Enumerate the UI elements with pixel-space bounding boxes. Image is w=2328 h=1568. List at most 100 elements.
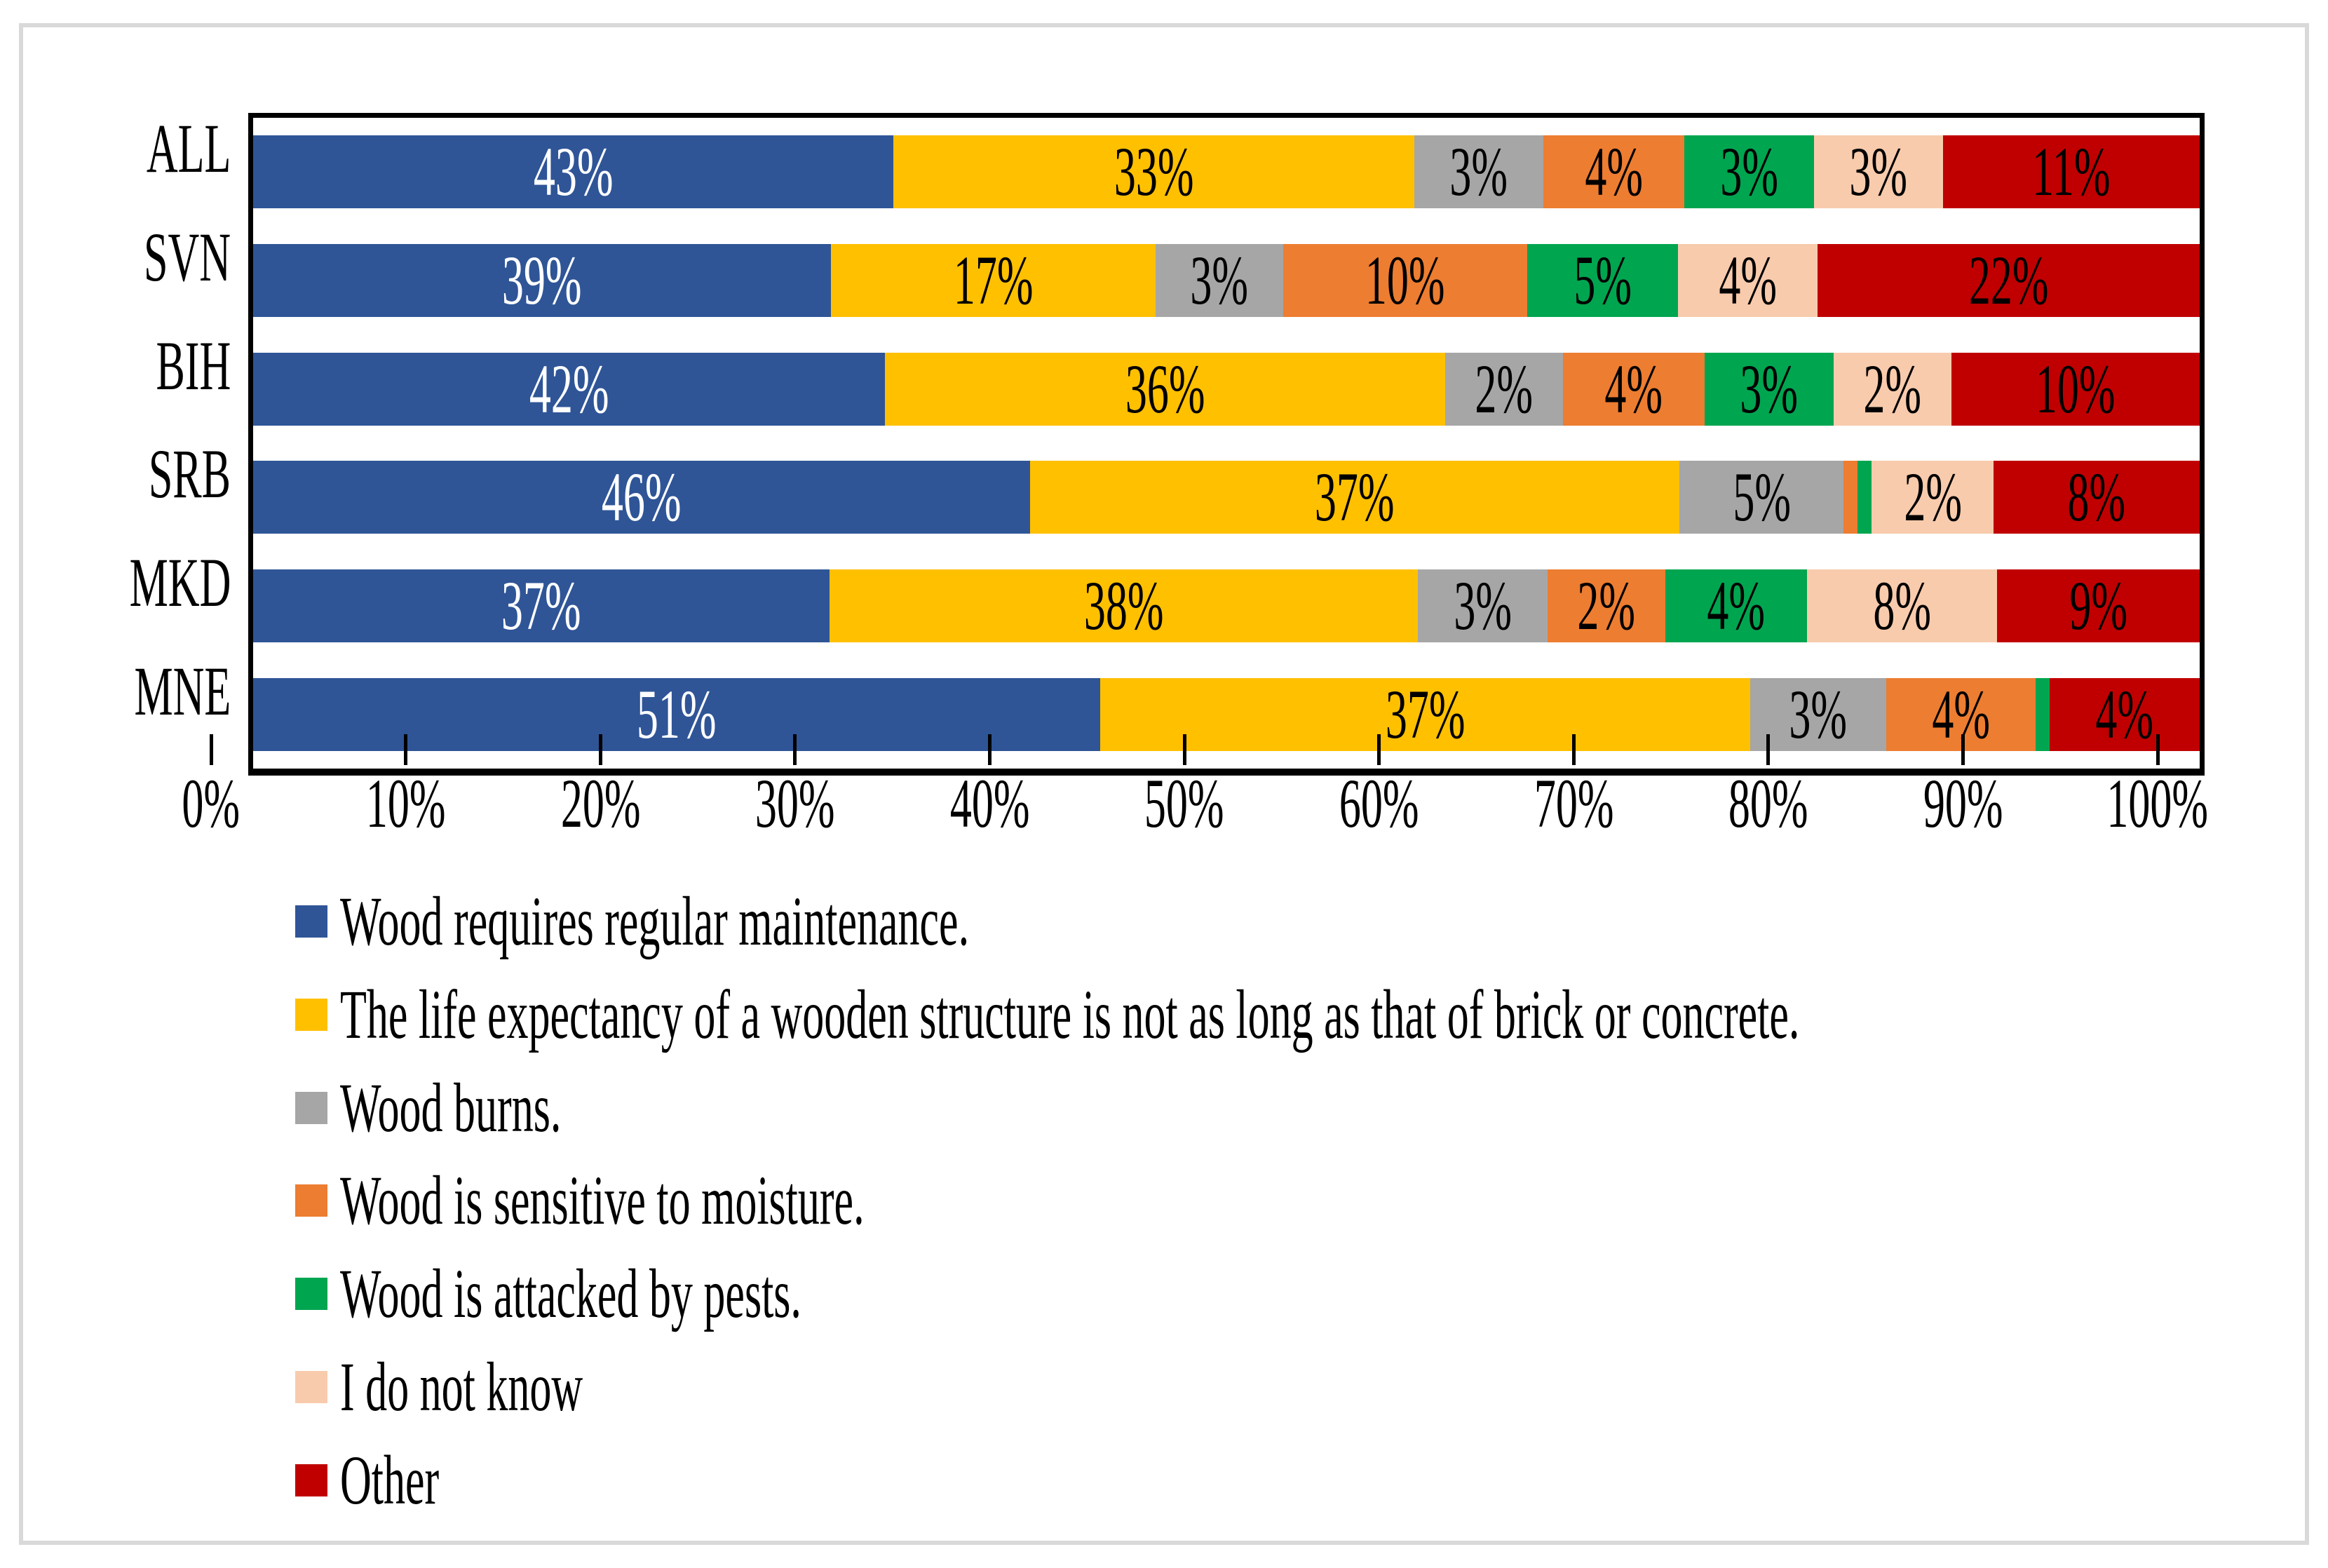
bar-segment-label: 37% xyxy=(1315,458,1395,536)
bar-segment: 2% xyxy=(1834,352,1951,426)
bar-segment: 37% xyxy=(253,567,830,645)
bar-segment-label: 36% xyxy=(1125,349,1205,428)
bar-segment-label: 51% xyxy=(637,675,717,753)
bar-segment xyxy=(1857,461,1872,534)
bar-segment-label: 37% xyxy=(501,567,581,645)
bar-segment: 4% xyxy=(1886,675,2036,753)
legend-item: Other xyxy=(295,1444,500,1517)
x-axis-label: 80% xyxy=(1656,769,1881,839)
bar-segment-label: 37% xyxy=(1385,675,1466,753)
bar-segment-label: 4% xyxy=(1585,133,1644,211)
bar-segment-label: 8% xyxy=(2067,458,2126,536)
category-label: BIH xyxy=(51,311,231,420)
bar-segment: 3% xyxy=(1417,567,1548,645)
x-axis-label-text: 60% xyxy=(1339,764,1419,842)
x-axis-label: 0% xyxy=(99,769,323,839)
x-axis-label: 10% xyxy=(294,769,518,839)
tick-mark xyxy=(598,734,602,765)
legend-item: The life expectancy of a wooden structur… xyxy=(295,978,2328,1051)
bar-segment-label: 3% xyxy=(1454,567,1512,645)
x-axis-label: 20% xyxy=(488,769,712,839)
bar-segment: 39% xyxy=(253,241,832,319)
legend-item: Wood is sensitive to moisture. xyxy=(295,1164,1186,1237)
category-label-text: SRB xyxy=(148,435,231,513)
bar-segment-label: 3% xyxy=(1720,133,1778,211)
category-label: MKD xyxy=(51,529,231,637)
bar-segment: 9% xyxy=(1997,567,2200,645)
bar-segment: 10% xyxy=(1951,349,2200,428)
bar-segment xyxy=(1843,461,1858,534)
legend-swatch xyxy=(295,1278,327,1311)
legend-label: Wood requires regular maintenance. xyxy=(340,882,970,960)
bar-segment: 4% xyxy=(1678,244,1818,317)
bar-segment-label: 17% xyxy=(953,241,1034,319)
tick-mark xyxy=(1766,734,1771,765)
x-axis-label-text: 0% xyxy=(182,764,241,842)
bar-segment: 42% xyxy=(253,349,886,428)
bar-segment: 2% xyxy=(1872,461,1994,534)
x-axis-label-text: 10% xyxy=(365,764,446,842)
x-axis-label-text: 20% xyxy=(560,764,641,842)
bar-row: 42% 36% 2% 4% 3% 2% 10% xyxy=(253,334,2200,443)
tick-mark xyxy=(404,734,408,765)
bar-segment-label: 39% xyxy=(502,241,582,319)
bar-segment: 3% xyxy=(1155,241,1284,319)
bar-segment: 22% xyxy=(1818,244,2200,317)
x-axis-label: 40% xyxy=(877,769,1102,839)
tick-mark xyxy=(987,734,992,765)
legend-swatch xyxy=(295,998,327,1031)
bar-segment-label: 4% xyxy=(1932,675,1990,753)
x-axis-label: 50% xyxy=(1072,769,1297,839)
bar-segment-label: 4% xyxy=(2095,675,2154,753)
tick-mark xyxy=(1377,734,1381,765)
legend-item: Wood requires regular maintenance. xyxy=(295,885,1355,958)
bar-segment-label: 10% xyxy=(1365,241,1445,319)
bar-segment-label: 4% xyxy=(1604,349,1663,428)
bar-segment-label: 22% xyxy=(1968,241,2049,319)
stacked-bar: 39% 17% 3% 10% 5% 4% 22% xyxy=(253,244,2200,317)
legend-label: Wood is attacked by pests. xyxy=(340,1255,801,1333)
bar-segment: 3% xyxy=(1813,135,1943,209)
category-label: SVN xyxy=(51,203,231,312)
bar-segment: 3% xyxy=(1414,133,1544,211)
bar-segment-label: 42% xyxy=(529,349,609,428)
legend-swatch xyxy=(295,1091,327,1124)
bar-segment: 43% xyxy=(253,135,893,209)
bar-segment: 11% xyxy=(1942,135,2200,209)
x-axis-label-text: 70% xyxy=(1534,764,1614,842)
bar-segment-label: 9% xyxy=(2069,567,2128,645)
stacked-bar: 43% 33% 3% 4% 3% 3% 11% xyxy=(253,133,2200,211)
tick-mark xyxy=(793,734,797,765)
bar-segment-label: 3% xyxy=(1449,133,1508,211)
bar-segment: 46% xyxy=(253,461,1030,534)
x-axis-label: 90% xyxy=(1850,769,2075,839)
bar-segment: 38% xyxy=(829,569,1418,643)
bar-row: 43% 33% 3% 4% 3% 3% 11% xyxy=(253,118,2200,227)
bar-segment: 8% xyxy=(1807,569,1998,643)
x-axis-label: 30% xyxy=(683,769,907,839)
legend-label: Wood is sensitive to moisture. xyxy=(340,1161,865,1240)
bar-segment: 4% xyxy=(1543,133,1685,211)
legend-swatch xyxy=(295,905,327,938)
stacked-bar: 51% 37% 3% 4% 4% xyxy=(253,675,2200,753)
legend-label: I do not know xyxy=(340,1348,583,1426)
bar-segment-label: 3% xyxy=(1190,241,1249,319)
bar-segment xyxy=(2036,677,2050,751)
bar-segment-label: 10% xyxy=(2036,349,2116,428)
legend-swatch xyxy=(295,1371,327,1403)
bar-segment: 8% xyxy=(1993,458,2200,536)
x-axis-label-text: 90% xyxy=(1923,764,2003,842)
category-label-text: MNE xyxy=(134,651,231,730)
bar-row: 37% 38% 3% 2% 4% 8% 9% xyxy=(253,552,2200,661)
legend-item: I do not know xyxy=(295,1351,731,1424)
legend-label: The life expectancy of a wooden structur… xyxy=(340,975,1800,1053)
bar-segment: 5% xyxy=(1527,244,1679,317)
bar-segment-label: 46% xyxy=(602,458,682,536)
bar-segment-label: 2% xyxy=(1903,458,1962,536)
x-axis-label-text: 50% xyxy=(1144,764,1224,842)
bar-segment: 4% xyxy=(1562,349,1705,428)
category-label-text: MKD xyxy=(129,543,231,621)
legend-item: Wood is attacked by pests. xyxy=(295,1257,1084,1330)
bar-segment: 4% xyxy=(1665,569,1808,643)
tick-mark xyxy=(209,734,213,765)
